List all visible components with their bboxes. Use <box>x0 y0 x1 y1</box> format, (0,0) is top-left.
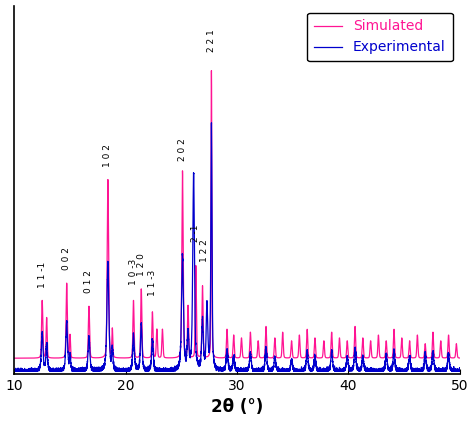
Text: 1 1 -3: 1 1 -3 <box>148 270 157 296</box>
Line: Simulated: Simulated <box>14 70 460 358</box>
Simulated <box>294 355 300 360</box>
Text: 2 2 1: 2 2 1 <box>207 29 216 51</box>
Experimental <box>294 368 300 373</box>
Experimental <box>11 367 17 372</box>
Simulated <box>457 355 463 360</box>
Simulated <box>34 355 40 360</box>
X-axis label: 2θ (°): 2θ (°) <box>211 398 263 417</box>
Simulated <box>173 355 178 360</box>
Text: 1 0 2: 1 0 2 <box>103 144 112 167</box>
Text: 2 0 2: 2 0 2 <box>178 138 187 161</box>
Text: 2 -1: 2 -1 <box>191 224 201 242</box>
Legend: Simulated, Experimental: Simulated, Experimental <box>307 13 453 61</box>
Simulated <box>342 355 347 360</box>
Experimental <box>457 367 463 372</box>
Experimental <box>34 367 40 372</box>
Simulated <box>209 68 214 73</box>
Text: 1 2 0: 1 2 0 <box>137 253 146 276</box>
Experimental <box>173 366 179 371</box>
Experimental <box>275 368 281 373</box>
Experimental <box>12 369 18 374</box>
Line: Experimental: Experimental <box>14 123 460 371</box>
Experimental <box>365 369 371 374</box>
Experimental <box>342 365 347 371</box>
Text: 0 1 2: 0 1 2 <box>84 271 93 293</box>
Text: 1 2 2: 1 2 2 <box>200 239 209 262</box>
Simulated <box>275 355 281 360</box>
Experimental <box>209 120 214 125</box>
Text: 1 1 -1: 1 1 -1 <box>38 261 47 288</box>
Simulated <box>11 356 17 361</box>
Simulated <box>365 355 371 360</box>
Text: 1 0 -3: 1 0 -3 <box>129 259 138 285</box>
Text: 0 0 2: 0 0 2 <box>62 248 71 271</box>
